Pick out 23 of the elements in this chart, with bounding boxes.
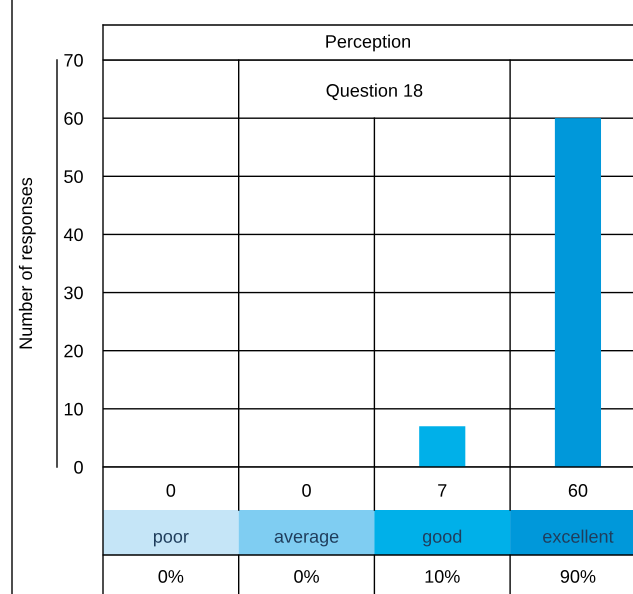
y-tick-label: 70 bbox=[64, 54, 83, 67]
text: 90% bbox=[560, 570, 596, 583]
y-tick-label: 30 bbox=[64, 286, 83, 300]
text: Question 18 bbox=[326, 84, 422, 100]
text: 0% bbox=[294, 570, 319, 583]
y-axis-title: Number of responses bbox=[18, 178, 36, 348]
text: 10% bbox=[426, 570, 460, 583]
y-tick-label: 40 bbox=[64, 228, 83, 242]
text: 0% bbox=[158, 570, 184, 583]
data-label: 0 bbox=[302, 484, 311, 497]
y-tick-label: 0 bbox=[74, 460, 83, 474]
y-tick-label: 10 bbox=[64, 402, 83, 416]
data-label: 7 bbox=[438, 484, 446, 497]
y-tick-label: 50 bbox=[64, 170, 83, 184]
x-tick-label: excellent bbox=[543, 530, 614, 543]
data-label: 0 bbox=[166, 484, 176, 497]
x-tick-label: average bbox=[274, 532, 338, 546]
chart-title: Perception bbox=[326, 34, 410, 52]
x-tick-label: poor bbox=[154, 532, 189, 546]
data-label: 60 bbox=[568, 484, 588, 497]
y-tick-label: 60 bbox=[64, 112, 83, 125]
y-tick-label: 20 bbox=[64, 344, 83, 358]
x-tick-label: good bbox=[422, 530, 462, 546]
